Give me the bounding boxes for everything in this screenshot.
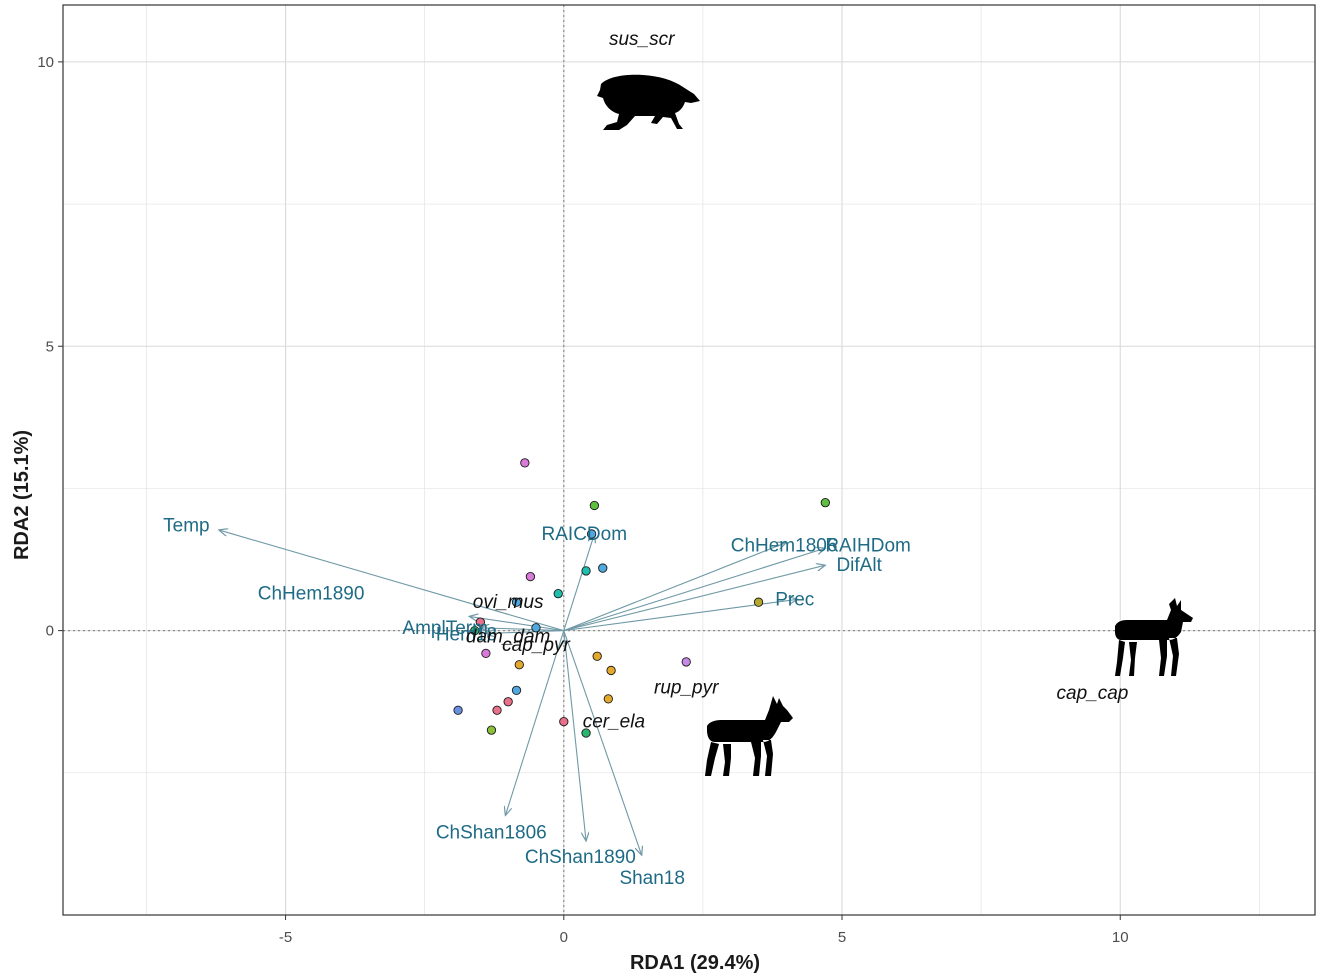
env-label-amplterm: AmplTerm xyxy=(402,618,488,639)
site-point xyxy=(511,597,522,607)
env-label-chshan1806: ChShan1806 xyxy=(436,823,547,844)
x-tick-label: 10 xyxy=(1112,929,1129,946)
y-tick-label: 10 xyxy=(37,54,54,71)
vector-chhem1806 xyxy=(563,542,787,632)
site-point xyxy=(589,500,600,511)
site-point xyxy=(453,705,463,715)
env-label-raicdom: RAICDom xyxy=(542,524,628,545)
env-label-hem18: Hem18 xyxy=(436,625,497,646)
site-point xyxy=(681,657,691,667)
site-point xyxy=(486,725,497,735)
y-axis-title: RDA2 (15.1%) xyxy=(11,430,33,560)
species-label-cer-ela: cer_ela xyxy=(583,712,645,733)
vector-raihdom xyxy=(563,548,826,632)
vector-chshan1806 xyxy=(505,630,565,816)
roe-deer-icon xyxy=(1115,598,1193,676)
vector-chshan1890 xyxy=(563,630,586,841)
site-point xyxy=(520,458,530,468)
env-label-chhem1890: ChHem1890 xyxy=(258,584,365,605)
vector-temp xyxy=(219,530,564,632)
major-grid xyxy=(63,5,1315,915)
species-label-sus-scr: sus_scr xyxy=(609,29,675,50)
site-point xyxy=(603,694,613,704)
site-point xyxy=(531,623,541,633)
vector-amplterm xyxy=(480,628,564,631)
x-tick-label: 0 xyxy=(560,929,568,946)
site-point xyxy=(753,597,764,607)
y-tick-label: 5 xyxy=(46,338,54,355)
species-label-rup-pyr: rup_pyr xyxy=(654,678,719,699)
site-point xyxy=(525,571,536,582)
species-label-cap-cap: cap_cap xyxy=(1057,683,1129,704)
species-label-cap-pyr: cap_pyr xyxy=(502,635,570,656)
species-label-dam-dam: dam_dam xyxy=(466,626,551,647)
site-point xyxy=(581,728,591,738)
species-label-ovi-mus: ovi_mus xyxy=(473,592,544,613)
boar-icon xyxy=(597,74,700,130)
vector-chhem1890 xyxy=(469,616,564,632)
env-label-chshan1890: ChShan1890 xyxy=(525,847,636,868)
minor-grid xyxy=(63,5,1315,915)
site-point xyxy=(503,697,513,707)
env-label-chhem1806: ChHem1806 xyxy=(731,535,838,556)
vector-raicdom xyxy=(563,534,595,631)
y-axis-ticks: 0 5 10 xyxy=(37,54,63,640)
x-tick-label: -5 xyxy=(279,929,292,946)
env-label-shan18: Shan18 xyxy=(619,868,685,889)
environmental-vectors xyxy=(219,530,826,855)
env-label-temp: Temp xyxy=(163,515,209,536)
y-tick-label: 0 xyxy=(46,623,54,640)
species-silhouettes xyxy=(597,74,1193,776)
site-points xyxy=(453,458,830,738)
site-point xyxy=(514,660,524,670)
site-point xyxy=(492,705,502,715)
vector-hem18 xyxy=(486,631,564,634)
site-point xyxy=(511,685,522,695)
site-point xyxy=(553,589,563,599)
chamois-icon xyxy=(705,696,793,776)
env-label-raihdom: RAIHDom xyxy=(825,535,911,556)
vector-shan18 xyxy=(563,630,642,856)
x-axis-ticks: -5 0 5 10 xyxy=(279,915,1129,946)
site-point xyxy=(606,665,616,676)
site-point xyxy=(581,566,591,576)
vector-difalt xyxy=(563,565,826,632)
site-point xyxy=(820,498,830,508)
env-label-difalt: DifAlt xyxy=(836,555,882,576)
env-label-prec: Prec xyxy=(775,589,814,610)
x-tick-label: 5 xyxy=(838,929,846,946)
x-axis-title: RDA1 (29.4%) xyxy=(630,952,760,974)
zero-lines xyxy=(63,5,1315,915)
plot-panel-border xyxy=(62,4,1316,916)
site-point xyxy=(559,716,569,727)
site-point xyxy=(592,651,602,661)
site-point xyxy=(586,529,597,539)
site-point xyxy=(475,617,485,627)
site-point xyxy=(481,648,491,659)
site-point xyxy=(598,563,608,573)
site-point xyxy=(470,625,480,636)
